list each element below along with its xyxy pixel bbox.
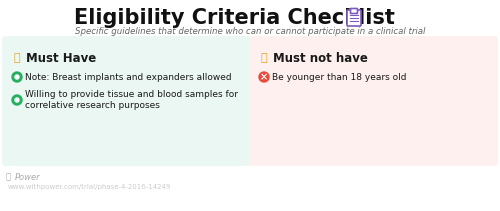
FancyBboxPatch shape — [249, 36, 498, 166]
Text: Must Have: Must Have — [26, 51, 96, 65]
Circle shape — [12, 95, 22, 105]
Text: ×: × — [260, 72, 268, 82]
Text: Specific guidelines that determine who can or cannot participate in a clinical t: Specific guidelines that determine who c… — [75, 27, 425, 35]
Text: www.withpower.com/trial/phase-4-2016-14249: www.withpower.com/trial/phase-4-2016-142… — [8, 184, 172, 190]
FancyBboxPatch shape — [2, 36, 251, 166]
Text: 👎: 👎 — [260, 53, 268, 63]
Circle shape — [259, 72, 269, 82]
FancyBboxPatch shape — [350, 8, 358, 14]
Circle shape — [12, 72, 22, 82]
Text: Note: Breast implants and expanders allowed: Note: Breast implants and expanders allo… — [25, 73, 232, 81]
Text: Power: Power — [15, 173, 40, 181]
Circle shape — [15, 98, 19, 102]
FancyBboxPatch shape — [347, 10, 361, 26]
Circle shape — [15, 75, 19, 79]
Text: Must not have: Must not have — [273, 51, 368, 65]
Text: 👍: 👍 — [14, 53, 20, 63]
Text: Willing to provide tissue and blood samples for
correlative research purposes: Willing to provide tissue and blood samp… — [25, 90, 238, 110]
Text: Eligibility Criteria Checklist: Eligibility Criteria Checklist — [74, 8, 394, 28]
Text: Be younger than 18 years old: Be younger than 18 years old — [272, 73, 406, 81]
Text: Ⓓ: Ⓓ — [6, 173, 10, 181]
